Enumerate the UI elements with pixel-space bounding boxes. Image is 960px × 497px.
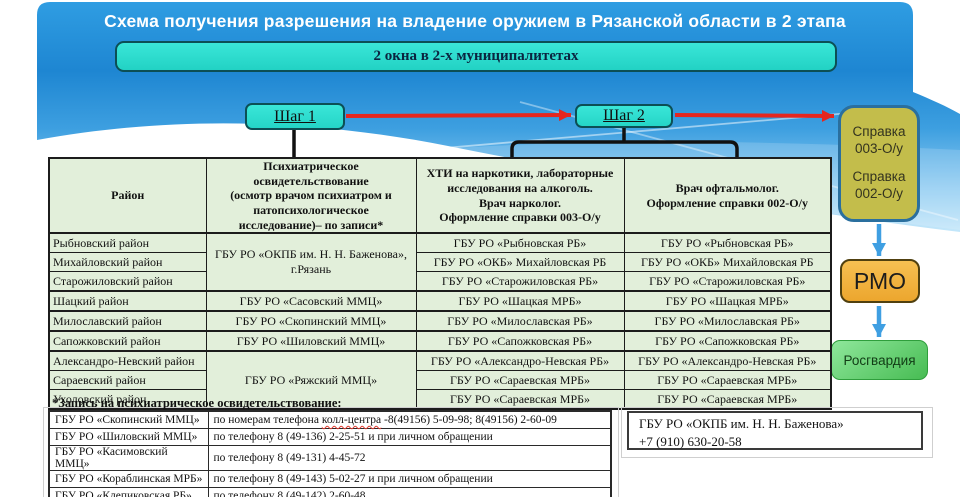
hti-cell: ГБУ РО «Сараевская МРБ» <box>415 370 625 391</box>
district-cell: Рыбновский район <box>48 232 207 254</box>
step-1-box: Шаг 1 <box>245 103 345 130</box>
step-2-label: Шаг 2 <box>603 107 645 124</box>
contact-name: ГБУ РО «ОКПБ им. Н. Н. Баженова» <box>639 416 844 431</box>
facility-cell: ГБУ РО «Клепиковская РБ» <box>48 487 209 497</box>
booking-info-cell: по телефону 8 (49-142) 2-60-48 <box>207 487 612 497</box>
hti-cell: ГБУ РО «Милославская РБ» <box>415 310 625 332</box>
eye-cell: ГБУ РО «Старожиловская РБ» <box>623 271 832 292</box>
table-row: Сараевский район ГБУ РО «Сараевская МРБ»… <box>48 370 832 391</box>
eye-cell: ГБУ РО «Рыбновская РБ» <box>623 232 832 254</box>
two-windows-banner-label: 2 окна в 2-х муниципалитетах <box>373 48 579 64</box>
eye-cell: ГБУ РО «Шацкая МРБ» <box>623 290 832 312</box>
contact-outline <box>621 407 933 458</box>
arrow-step1-to-step2 <box>345 109 572 122</box>
district-cell: Шацкий район <box>48 290 207 312</box>
header-ophthalmologist: Врач офтальмолог. Оформление справки 002… <box>623 157 832 235</box>
facility-cell: ГБУ РО «Кораблинская МРБ» <box>48 470 209 488</box>
rosgvardiya-box: Росгвардия <box>831 340 928 380</box>
appointments-table: ГБУ РО «Скопинский ММЦ» по номерам телеф… <box>48 410 612 497</box>
psychiatric-cell: ГБУ РО «Сасовский ММЦ» <box>205 290 417 312</box>
table-row: Александро-Невский район ГБУ РО «Ряжский… <box>48 350 832 410</box>
certificates-box: Справка 003-О/у Справка 002-О/у <box>838 105 920 222</box>
booking-info-cell: по телефону 8 (49-131) 4-45-72 <box>207 445 612 471</box>
certificate-002: Справка 002-О/у <box>853 169 906 203</box>
appointment-row: ГБУ РО «Шиловский ММЦ» по телефону 8 (49… <box>48 428 612 446</box>
eye-cell: ГБУ РО «ОКБ» Михайловская РБ <box>623 252 832 273</box>
rmo-box: РМО <box>840 259 920 303</box>
table-row: Сапожковский район ГБУ РО «Шиловский ММЦ… <box>48 330 832 352</box>
table-row: Старожиловский район ГБУ РО «Старожиловс… <box>48 271 832 292</box>
hti-cell: ГБУ РО «Рыбновская РБ» <box>415 232 625 254</box>
contact-phone: +7 (910) 630-20-58 <box>639 433 742 449</box>
booking-info-cell: по номерам телефона колл-центра -8(49156… <box>207 410 612 429</box>
districts-table: Район Психиатрическое освидетельствовани… <box>48 157 832 411</box>
step-1-label: Шаг 1 <box>274 107 316 125</box>
district-cell: Ухоловский район <box>48 389 207 410</box>
eye-cell: ГБУ РО «Сараевская МРБ» <box>623 370 832 391</box>
bazhenov-contact-box: ГБУ РО «ОКПБ им. Н. Н. Баженова» +7 (910… <box>627 411 923 450</box>
hti-cell: ГБУ РО «ОКБ» Михайловская РБ <box>415 252 625 273</box>
certificate-code: 002-О/у <box>854 185 904 201</box>
certificate-003: Справка 003-О/у <box>853 124 906 158</box>
rosgvardiya-label: Росгвардия <box>843 352 916 368</box>
table-header-row: Район Психиатрическое освидетельствовани… <box>48 157 832 235</box>
two-windows-banner: 2 окна в 2-х муниципалитетах <box>115 41 837 72</box>
rmo-label: РМО <box>853 267 907 294</box>
certificate-code: 003-О/у <box>854 141 904 157</box>
district-cell: Сапожковский район <box>48 330 207 352</box>
table-row: Шацкий район ГБУ РО «Сасовский ММЦ» ГБУ … <box>48 290 832 312</box>
district-cell: Милославский район <box>48 310 207 332</box>
header-psychiatric: Психиатрическое освидетельствование (осм… <box>205 157 417 235</box>
table-row: Рыбновский район ГБУ РО «ОКПБ им. Н. Н. … <box>48 232 832 292</box>
certificate-label: Справка <box>852 169 906 184</box>
step-2-box: Шаг 2 <box>575 104 673 128</box>
arrow-step2-to-certificates <box>674 109 835 122</box>
district-cell: Сараевский район <box>48 370 207 391</box>
psychiatric-cell: ГБУ РО «ОКПБ им. Н. Н. Баженова», г.Ряза… <box>205 232 417 292</box>
facility-cell: ГБУ РО «Касимовский ММЦ» <box>48 445 209 471</box>
table-row: Милославский район ГБУ РО «Скопинский ММ… <box>48 310 832 332</box>
district-cell: Александро-Невский район <box>48 350 207 372</box>
hti-cell: ГБУ РО «Старожиловская РБ» <box>415 271 625 292</box>
appointment-row: ГБУ РО «Касимовский ММЦ» по телефону 8 (… <box>48 445 612 471</box>
booking-info-prefix: по номерам телефона <box>213 414 322 426</box>
eye-cell: ГБУ РО «Сапожковская РБ» <box>623 330 832 352</box>
appointment-row: ГБУ РО «Скопинский ММЦ» по номерам телеф… <box>48 410 612 429</box>
appointment-row: ГБУ РО «Клепиковская РБ» по телефону 8 (… <box>48 487 612 497</box>
district-cell: Старожиловский район <box>48 271 207 292</box>
psychiatric-cell: ГБУ РО «Ряжский ММЦ» <box>205 350 417 410</box>
booking-info-cell: по телефону 8 (49-143) 5-02-27 и при лич… <box>207 470 612 488</box>
booking-info-cell: по телефону 8 (49-136) 2-25-51 и при лич… <box>207 428 612 446</box>
appointment-row: ГБУ РО «Кораблинская МРБ» по телефону 8 … <box>48 470 612 488</box>
psychiatric-cell: ГБУ РО «Скопинский ММЦ» <box>205 310 417 332</box>
facility-cell: ГБУ РО «Шиловский ММЦ» <box>48 428 209 446</box>
appointments-note: *Запись на психиатрическое освидетельств… <box>52 396 342 410</box>
certificate-label: Справка <box>852 124 906 140</box>
spellcheck-marked-word: колл-центра <box>321 414 382 426</box>
hti-cell: ГБУ РО «Шацкая МРБ» <box>415 290 625 312</box>
hti-cell: ГБУ РО «Сапожковская РБ» <box>415 330 625 352</box>
table-row: Ухоловский район ГБУ РО «Сараевская МРБ»… <box>48 389 832 410</box>
connector-step2-bracket <box>510 140 739 160</box>
header-district: Район <box>48 157 207 235</box>
table-row: Михайловский район ГБУ РО «ОКБ» Михайлов… <box>48 252 832 273</box>
eye-cell: ГБУ РО «Сараевская МРБ» <box>623 389 832 410</box>
eye-cell: ГБУ РО «Милославская РБ» <box>623 310 832 332</box>
district-cell: Михайловский район <box>48 252 207 273</box>
eye-cell: ГБУ РО «Александро-Невская РБ» <box>623 350 832 372</box>
facility-cell: ГБУ РО «Скопинский ММЦ» <box>48 410 209 429</box>
psychiatric-cell: ГБУ РО «Шиловский ММЦ» <box>205 330 417 352</box>
appointments-outline <box>43 407 619 497</box>
header-hti-narcology: ХТИ на наркотики, лабораторные исследова… <box>415 157 625 235</box>
hti-cell: ГБУ РО «Александро-Невская РБ» <box>415 350 625 372</box>
page-title: Схема получения разрешения на владение о… <box>104 11 846 31</box>
booking-info-suffix: -8(49156) 5-09-98; 8(49156) 2-60-09 <box>381 414 557 426</box>
